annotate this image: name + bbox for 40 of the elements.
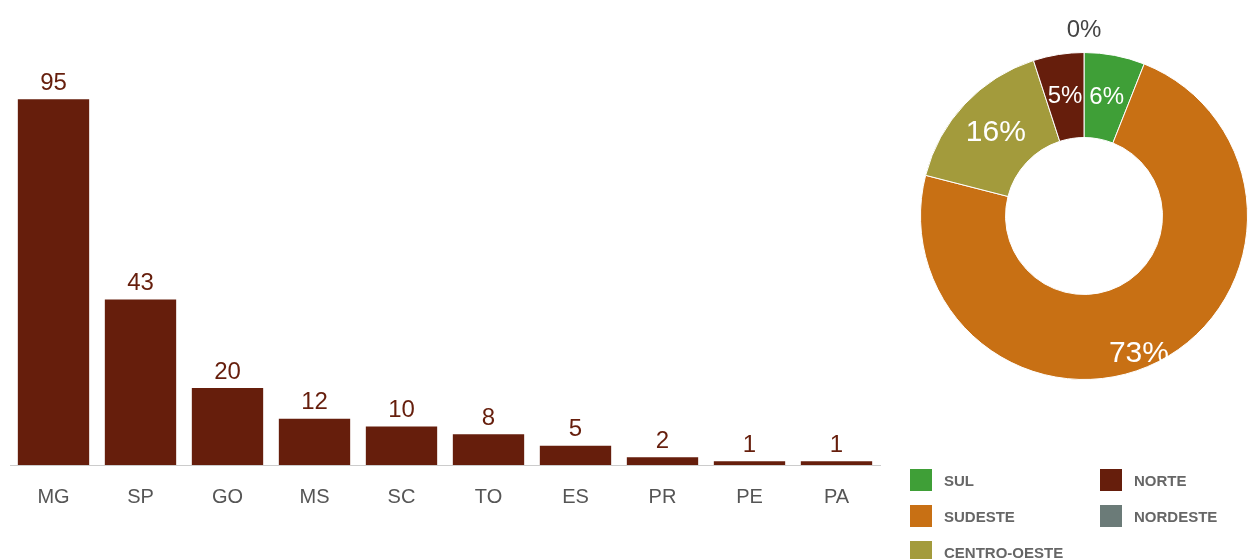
data-label: 5% xyxy=(1047,81,1083,109)
legend-label: SUL xyxy=(944,471,974,489)
x-tick-label: GO xyxy=(211,484,244,507)
bar xyxy=(365,426,438,465)
bar xyxy=(539,445,612,465)
bar xyxy=(800,461,873,465)
data-label: 95 xyxy=(40,67,67,95)
x-tick-label: PR xyxy=(648,484,677,507)
text: 0% xyxy=(1066,15,1102,43)
x-tick-label: SC xyxy=(387,484,416,507)
bar xyxy=(104,299,177,465)
legend-label: CENTRO-OESTE xyxy=(944,543,1064,559)
x-tick-label: MS xyxy=(299,484,330,507)
data-label: 16% xyxy=(965,114,1026,148)
data-label: 5 xyxy=(568,414,583,442)
data-label: 1 xyxy=(829,429,844,457)
bar xyxy=(17,99,90,465)
legend-label: SUDESTE xyxy=(944,507,1015,525)
data-label: 12 xyxy=(301,387,328,415)
data-label: 10 xyxy=(388,395,415,423)
x-tick-label: MG xyxy=(37,484,70,507)
bar xyxy=(452,434,525,465)
x-tick-label: PA xyxy=(823,484,850,507)
bar xyxy=(191,388,264,465)
x-tick-label: TO xyxy=(474,484,503,507)
data-label: 8 xyxy=(481,402,496,430)
data-label: 43 xyxy=(127,268,154,296)
data-label: 73% xyxy=(1108,335,1169,369)
data-label: 20 xyxy=(214,356,241,384)
bar xyxy=(278,418,351,465)
x-tick-label: SP xyxy=(127,484,154,507)
data-label: 2 xyxy=(655,425,670,453)
bar xyxy=(713,461,786,465)
bar xyxy=(626,457,699,465)
x-tick-label: PE xyxy=(736,484,763,507)
legend-label: NORDESTE xyxy=(1134,507,1218,525)
x-tick-label: ES xyxy=(562,484,589,507)
legend-label: NORTE xyxy=(1134,471,1187,489)
data-label: 6% xyxy=(1089,81,1125,109)
data-label: 1 xyxy=(742,429,757,457)
